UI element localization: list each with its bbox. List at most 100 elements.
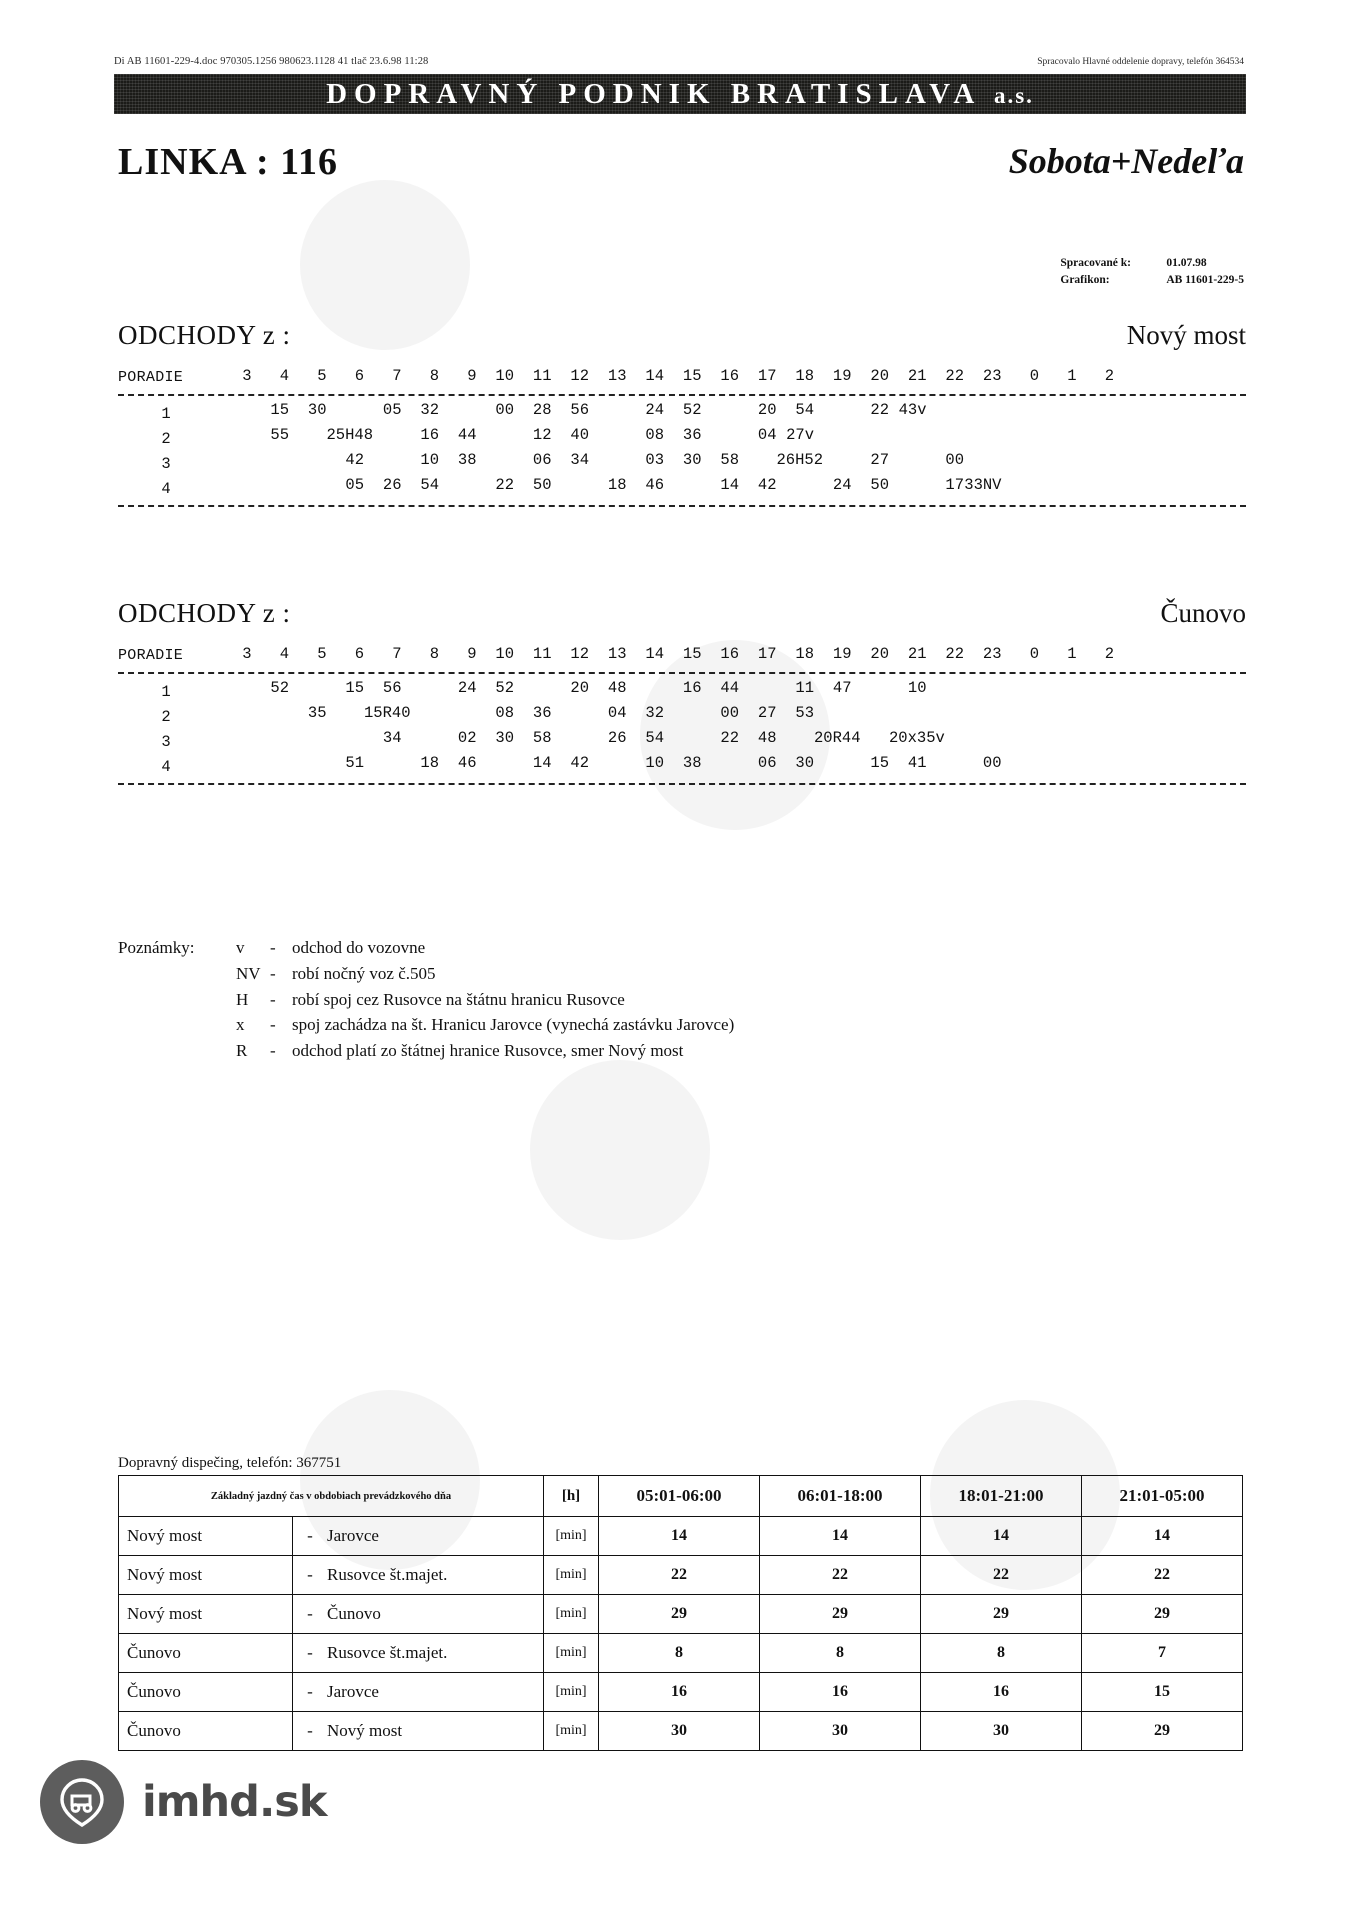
grid-divider-bottom (118, 504, 1246, 507)
departure-minute-cell (477, 428, 515, 444)
departure-cells: 35 15R40 08 36 04 32 00 27 53 (214, 703, 1114, 722)
table-header-row: Základný jazdný čas v obdobiach prevádzk… (118, 1475, 1243, 1517)
hour-label: 15 (682, 367, 702, 385)
departure-minute-cell: 10 (645, 753, 664, 772)
table-row: Nový most - Rusovce št.majet. [min] 22 22 22 22 (118, 1555, 1243, 1595)
departure-minute-cell (552, 706, 590, 722)
departure-minute-cell: 02 (457, 728, 477, 747)
journey-time-value: 14 (1081, 1516, 1243, 1556)
departure-minute-cell (1077, 403, 1115, 419)
departure-minute-cell: 24 (457, 678, 477, 697)
poradie-label: PORADIE (118, 368, 184, 386)
departure-minute-cell: 48 (757, 728, 777, 747)
hour-header-row: PORADIE 3 4 5 6 7 8 9 10 11 12 13 14 15 16 17 18 19 20 21 2… (118, 645, 1246, 663)
route-to-cell: - Jarovce (292, 1516, 544, 1556)
departure-minute-cell (1077, 756, 1115, 772)
departure-minute-cell (964, 706, 1002, 722)
departure-minute-cell: 50 (870, 475, 889, 494)
departure-minute-cell: 25H48 (326, 425, 374, 444)
table-row: Čunovo - Rusovce št.majet. [min] 8 8 8 7 (118, 1633, 1243, 1673)
departure-minute-cell (552, 731, 590, 747)
departure-minute-cell: 36 (532, 703, 552, 722)
departure-minute-cell (252, 478, 290, 494)
departure-minute-cell (1039, 681, 1077, 697)
departure-minute-cell: 32 (420, 400, 439, 419)
hour-label: 8 (429, 367, 439, 385)
departure-minute-cell (552, 478, 590, 494)
unit-cell: [min] (543, 1594, 599, 1634)
hour-label: 17 (757, 367, 777, 385)
departure-minute-cell: 46 (645, 475, 664, 494)
departure-minute-cell (1039, 453, 1077, 469)
departure-minute-cell: 22 (720, 728, 739, 747)
departure-minute-cell (1077, 731, 1115, 747)
departure-minute-cell: 27 (757, 703, 777, 722)
hour-label: 20 (870, 645, 889, 663)
unit-cell: [min] (543, 1555, 599, 1595)
departure-minute-cell (964, 403, 1002, 419)
prepared-value: 01.07.98 (1166, 257, 1207, 269)
hour-label: 9 (467, 367, 477, 385)
note-dash: - (270, 1041, 276, 1061)
departure-cells: 34 02 30 58 26 54 22 48 20R44 20x35v (214, 728, 1115, 747)
departure-minute-cell (927, 681, 965, 697)
hour-label: 19 (832, 645, 852, 663)
departure-minute-cell: 15 (270, 400, 289, 419)
departure-minute-cell: 20 (570, 678, 589, 697)
grid-divider-top (118, 671, 1246, 674)
hour-label: 10 (495, 367, 514, 385)
departure-minute-cell: 05 (382, 400, 402, 419)
route-dash: - (307, 1526, 313, 1545)
route-dash: - (307, 1565, 313, 1584)
hour-labels: 3 4 5 6 7 8 9 10 11 12 13 14 15 16 17 18 19 20 21 22 23 0 1 2 (214, 367, 1114, 385)
notes-legend: Poznámky: v - odchod do vozovne NV - robí … (118, 935, 734, 1064)
departure-minute-cell (214, 403, 252, 419)
departure-minute-cell (327, 706, 365, 722)
notes-label: Poznámky: (118, 938, 195, 957)
hour-label: 18 (795, 645, 814, 663)
departure-minute-cell (1039, 478, 1077, 494)
departure-minute-cell: 08 (495, 703, 514, 722)
departure-minute-cell (477, 453, 515, 469)
note-symbol: v (236, 938, 245, 957)
note-text: spoj zachádza na št. Hranicu Jarovce (vy… (292, 1015, 735, 1035)
departure-minute-cell (702, 428, 740, 444)
note-text: robí spoj cez Rusovce na štátnu hranicu … (292, 989, 625, 1009)
departure-minute-cell (777, 731, 815, 747)
departure-minute-cell (214, 731, 252, 747)
departure-minute-cell (852, 706, 890, 722)
document-header-line: Di AB 11601-229-4.doc 970305.1256 980623… (114, 56, 1244, 67)
departure-minute-cell: 34 (382, 728, 402, 747)
departure-minute-cell: 34 (570, 450, 589, 469)
graph-key: Grafikon: (1060, 273, 1110, 286)
period-header: 21:01-05:00 (1081, 1475, 1243, 1517)
journey-time-value: 7 (1081, 1633, 1243, 1673)
departure-minute-cell (889, 428, 927, 444)
departure-minute-cell: 48 (607, 678, 627, 697)
company-name: DOPRAVNÝ PODNIK BRATISLAVA a.s. (326, 77, 1034, 110)
route-to: Čunovo (327, 1604, 381, 1623)
departure-minute-cell: 56 (570, 400, 589, 419)
note-dash: - (270, 963, 276, 983)
route-dash: - (307, 1643, 313, 1662)
departure-minute-cell (1039, 731, 1077, 747)
journey-time-value: 29 (759, 1594, 921, 1634)
departure-minute-cell: 16 (682, 678, 702, 697)
hour-label: 17 (757, 645, 777, 663)
departure-minute-cell: 05 (345, 475, 364, 494)
departure-minute-cell: 04 (607, 703, 627, 722)
note-row: x - spoj zachádza na št. Hranicu Jarovce (… (118, 1012, 734, 1038)
departure-minute-cell (927, 403, 965, 419)
departure-rows: 1 52 15 56 24 52 20 48 16 44 11 47 10 2 35 15R40 08 36 04 3… (118, 678, 1246, 776)
route-from: Čunovo (118, 1672, 293, 1712)
departure-minute-cell (402, 731, 440, 747)
departure-row: 4 51 18 46 14 42 10 38 06 30 15 41 00 (118, 753, 1246, 776)
departure-minute-cell: 27 (870, 450, 889, 469)
departure-minute-cell (964, 731, 1002, 747)
departure-minute-cell (289, 731, 327, 747)
departure-minute-cell (927, 731, 965, 747)
departure-minute-cell: 15 (870, 753, 889, 772)
departure-minute-cell (1002, 403, 1040, 419)
departure-rows: 1 15 30 05 32 00 28 56 24 52 20 54 22 43v 2 55 25H48 16 44… (118, 400, 1246, 498)
graph-value: AB 11601-229-5 (1166, 273, 1244, 286)
